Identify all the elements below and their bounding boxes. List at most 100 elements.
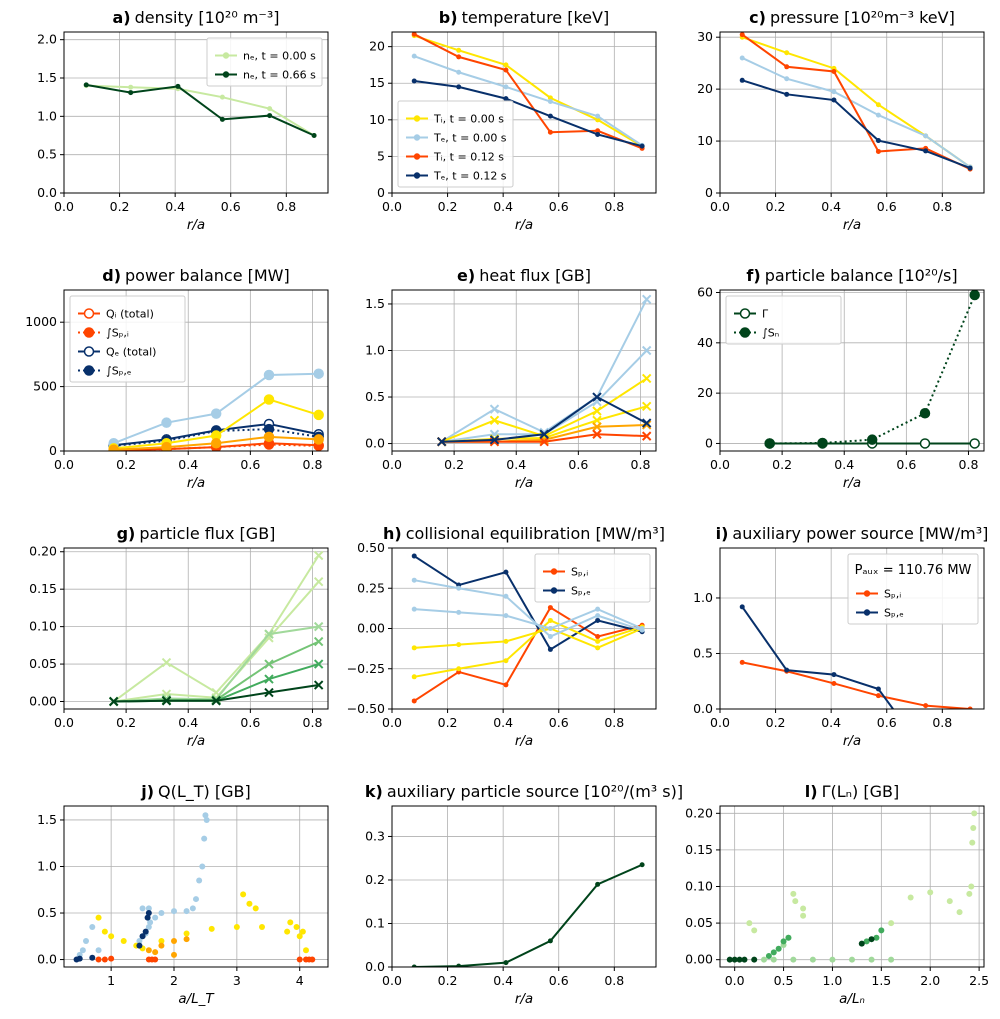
- series-line: [413, 555, 643, 651]
- data-point: [764, 438, 775, 449]
- data-point: [284, 928, 291, 935]
- data-point: [539, 429, 549, 439]
- data-point: [595, 131, 601, 137]
- data-point: [968, 883, 975, 890]
- panel-title: j) Q(L_T) [GB]: [140, 782, 251, 802]
- series-line: [113, 428, 319, 447]
- x-axis-label: r/a: [187, 217, 205, 233]
- data-point: [95, 956, 102, 963]
- data-point: [136, 937, 143, 944]
- data-point: [299, 928, 306, 935]
- data-point: [790, 956, 797, 963]
- series-line: [414, 863, 643, 967]
- legend-marker: [550, 568, 558, 575]
- data-point: [868, 956, 875, 963]
- x-tick-label: 0.6: [221, 199, 241, 214]
- y-tick-label: 0.50: [357, 540, 385, 555]
- data-point: [858, 940, 865, 947]
- data-point: [784, 91, 790, 97]
- data-point: [411, 645, 417, 651]
- x-tick-label: 0.4: [493, 199, 513, 214]
- data-point: [145, 905, 152, 912]
- series-line: [769, 294, 976, 445]
- data-point: [547, 129, 553, 135]
- data-point: [784, 667, 790, 673]
- data-point: [875, 148, 881, 154]
- data-point: [139, 905, 146, 912]
- legend-box: [69, 295, 186, 383]
- data-point: [313, 659, 324, 669]
- legend-label: nₑ, t = 0.66 s: [243, 69, 316, 82]
- data-point: [639, 862, 645, 868]
- axes-frame: [719, 805, 985, 968]
- data-point: [641, 418, 652, 428]
- panel-d: 0.0 0.2 0.4 0.6 0.8 0 500 1000 d) power balance […: [25, 266, 329, 491]
- data-point: [868, 936, 875, 943]
- y-tick-label: 20: [697, 81, 713, 96]
- data-point: [171, 937, 177, 944]
- x-tick-label: 0.8: [276, 199, 296, 214]
- data-point: [863, 938, 870, 945]
- panel-c: 0.0 0.2 0.4 0.6 0.8 0 10 20 30 c) pressure [10²⁰m⁻…: [697, 8, 985, 233]
- x-tick-label: 0.4: [821, 199, 841, 214]
- data-point: [313, 576, 324, 587]
- x-tick-label: 0.6: [877, 199, 897, 214]
- data-point: [539, 436, 549, 447]
- x-tick-label: 0.4: [178, 457, 198, 472]
- axes-frame: [63, 547, 329, 710]
- data-point: [158, 910, 165, 917]
- data-point: [592, 392, 602, 402]
- data-point: [456, 54, 462, 60]
- data-point: [83, 82, 89, 88]
- data-point: [503, 638, 509, 644]
- data-point: [873, 934, 880, 941]
- series-line: [441, 298, 648, 443]
- y-tick-label: 0.25: [357, 580, 385, 595]
- data-point: [309, 956, 316, 963]
- data-point: [547, 646, 553, 652]
- data-point: [296, 956, 303, 963]
- data-point: [246, 900, 253, 907]
- x-tick-label: 0.0: [725, 973, 745, 988]
- data-point: [503, 84, 509, 90]
- legend-marker: [550, 587, 558, 594]
- y-tick-label: 0.5: [365, 389, 385, 404]
- x-tick-label: 0.8: [604, 973, 624, 988]
- data-point: [595, 645, 601, 651]
- series-line: [86, 84, 315, 137]
- data-point: [970, 824, 977, 831]
- x-tick-label: 0.2: [438, 199, 458, 214]
- data-point: [79, 947, 86, 954]
- x-tick-label: 0.2: [766, 715, 786, 730]
- legend-marker: [863, 590, 871, 597]
- series-line: [413, 33, 643, 150]
- panel-title: f) particle balance [10²⁰/s]: [746, 266, 957, 285]
- data-point: [780, 938, 787, 945]
- x-tick-label: 1: [107, 973, 115, 988]
- data-point: [923, 703, 929, 709]
- data-point: [108, 696, 119, 707]
- data-point: [264, 674, 274, 684]
- y-tick-label: 0.10: [685, 879, 713, 894]
- x-axis-label: r/a: [515, 991, 533, 1007]
- x-tick-label: 0.2: [444, 457, 464, 472]
- data-point: [923, 148, 929, 154]
- data-point: [784, 50, 790, 56]
- data-point: [158, 937, 165, 944]
- y-tick-label: 1.5: [37, 70, 57, 85]
- data-point: [800, 905, 807, 912]
- data-point: [293, 923, 300, 930]
- axes-frame: [63, 805, 329, 968]
- legend-label: ∫Sₚ,ᵢ: [106, 327, 129, 340]
- y-tick-label: 0.05: [29, 656, 57, 671]
- axes-frame: [391, 31, 657, 194]
- x-tick-label: 0.4: [165, 199, 185, 214]
- legend-marker: [83, 327, 95, 338]
- series-line: [413, 55, 643, 147]
- x-tick-label: 0.0: [710, 199, 730, 214]
- panel-title-text: Γ(Lₙ) [GB]: [822, 782, 900, 801]
- y-tick-label: 10: [369, 112, 385, 127]
- data-point: [313, 368, 324, 379]
- legend: nₑ, t = 0.00 s nₑ, t = 0.66 s: [206, 37, 323, 87]
